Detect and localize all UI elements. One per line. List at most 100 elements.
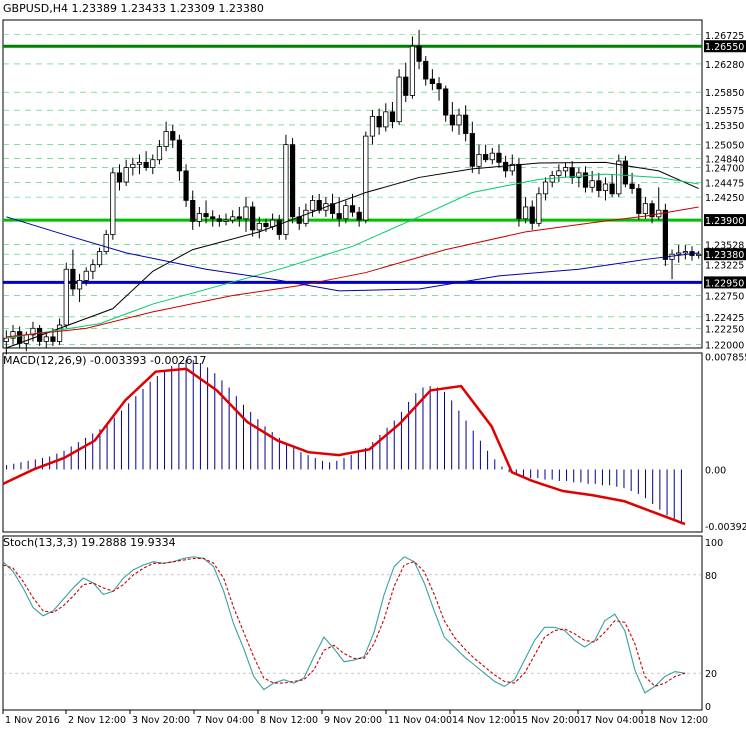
stoch-main-line: [2, 556, 686, 694]
bull-candle: [223, 219, 229, 222]
bull-candle: [642, 203, 649, 214]
macd-signal-line: [2, 367, 686, 526]
bear-candle: [596, 180, 602, 191]
bear-candle: [216, 218, 222, 222]
stoch-panel: 100 80 20 0: [2, 535, 723, 713]
bull-candle: [56, 324, 63, 342]
bull-candle: [363, 135, 369, 221]
bear-candle: [203, 213, 209, 218]
bull-candle: [96, 251, 103, 266]
bear-candle: [143, 161, 149, 169]
stoch-title: Stoch(13,3,3) 19.2888 19.9334: [3, 536, 176, 549]
stoch-tick-label: 100: [705, 538, 723, 549]
price-tick-label: 1.22000: [705, 341, 744, 352]
bull-candle: [230, 216, 236, 221]
bull-candle: [3, 337, 9, 342]
price-tick-label: 1.25050: [705, 141, 744, 152]
time-tick-label: 9 Nov 20:00: [324, 715, 382, 726]
time-tick-label: 18 Nov 12:00: [644, 715, 708, 726]
bear-candle: [250, 206, 256, 231]
bear-candle: [516, 163, 522, 220]
time-tick-label: 2 Nov 12:00: [68, 715, 126, 726]
time-tick-label: 15 Nov 20:00: [516, 715, 580, 726]
bear-candle: [469, 133, 475, 167]
bear-candle: [529, 206, 535, 224]
bear-candle: [416, 45, 422, 62]
bull-candle: [509, 163, 515, 172]
bear-candle: [436, 83, 442, 90]
stoch-tick-label: 20: [705, 669, 717, 680]
price-tick-label: 1.22425: [705, 313, 744, 324]
bear-candle: [329, 203, 336, 214]
bear-candle: [443, 88, 449, 116]
macd-title: MACD(12,26,9) -0.003393 -0.002617: [3, 354, 206, 367]
bull-candle: [576, 172, 582, 178]
price-tick-label: 1.24700: [705, 164, 744, 175]
time-tick-label: 1 Nov 2016: [5, 715, 60, 726]
bear-candle: [649, 203, 655, 218]
ma-black: [6, 161, 699, 349]
price-tag-bg: [704, 40, 746, 53]
stoch-tick-label: 80: [705, 571, 717, 582]
bull-candle: [150, 159, 156, 168]
bull-candle: [676, 252, 682, 255]
time-tick-label: 8 Nov 12:00: [260, 715, 318, 726]
bear-candle: [403, 76, 409, 96]
price-tick-label: 1.22250: [705, 324, 744, 335]
bear-candle: [376, 116, 382, 128]
bear-candle: [609, 183, 615, 195]
price-tick-label: 1.25575: [705, 106, 744, 117]
bear-candle: [449, 114, 455, 126]
bear-candle: [276, 219, 282, 235]
bear-candle: [463, 114, 469, 134]
bear-candle: [629, 183, 635, 189]
bull-candle: [90, 264, 96, 272]
main-chart-title: GBPUSD,H4 1.23389 1.23433 1.23309 1.2338…: [3, 2, 264, 15]
price-tick-label: 1.25350: [705, 121, 744, 132]
stoch-frame: [2, 535, 703, 711]
price-tick-label: 1.23380: [705, 250, 744, 261]
bull-candle: [562, 167, 569, 172]
bear-candle: [17, 331, 23, 344]
bull-candle: [110, 172, 116, 235]
bull-candle: [409, 45, 416, 96]
bear-candle: [429, 78, 435, 85]
bull-candle: [536, 193, 542, 224]
bear-candle: [236, 216, 242, 220]
macd-panel: 0.007855 0.00 -0.003929: [2, 352, 746, 533]
bear-candle: [316, 199, 322, 211]
price-tag-bg: [704, 214, 746, 227]
bear-candle: [176, 139, 183, 172]
bull-candle: [10, 331, 16, 339]
time-tick-label: 7 Nov 04:00: [196, 715, 254, 726]
bear-candle: [423, 60, 429, 80]
bull-candle: [489, 152, 495, 161]
bull-candle: [83, 270, 89, 281]
bull-candle: [369, 116, 376, 137]
bull-candle: [383, 111, 389, 128]
bull-candle: [589, 180, 595, 188]
bear-candle: [349, 205, 356, 213]
price-tick-label: 1.24840: [705, 154, 744, 165]
macd-tick-label: 0.00: [705, 465, 726, 476]
bull-candle: [309, 199, 316, 211]
bear-candle: [662, 209, 668, 260]
time-tick-label: 11 Nov 04:00: [388, 715, 452, 726]
ma-green: [6, 173, 699, 339]
stoch-signal-line: [2, 557, 686, 687]
price-tick-label: 1.24475: [705, 178, 744, 189]
bull-candle: [76, 280, 83, 290]
bear-candle: [503, 161, 509, 172]
bull-candle: [476, 154, 482, 167]
bull-candle: [23, 334, 29, 344]
bear-candle: [183, 170, 189, 201]
bull-candle: [343, 205, 349, 220]
bull-candle: [522, 206, 529, 220]
bull-candle: [103, 234, 109, 252]
bull-candle: [396, 76, 402, 123]
bear-candle: [496, 152, 502, 163]
bull-candle: [542, 181, 549, 195]
price-tag-bg: [704, 248, 746, 261]
bear-candle: [289, 144, 296, 218]
